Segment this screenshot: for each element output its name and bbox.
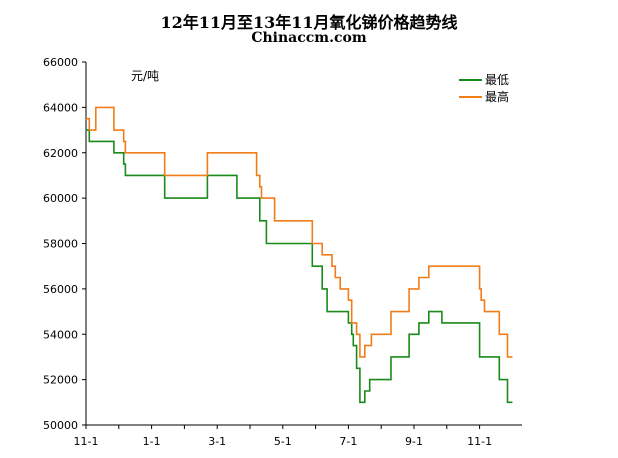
- unit-label: 元/吨: [131, 69, 159, 83]
- y-tick-label: 66000: [43, 56, 78, 69]
- y-tick-label: 60000: [43, 192, 78, 205]
- y-tick-label: 58000: [43, 238, 78, 251]
- axes: [82, 61, 522, 429]
- x-tick-label: 5-1: [274, 435, 292, 448]
- y-tick-label: 62000: [43, 147, 78, 160]
- y-tick-label: 54000: [43, 328, 78, 341]
- legend-entry: 最高: [485, 89, 509, 104]
- x-tick-labels: 11-1 1-1 3-1 5-1 7-1 9-1 11-1: [74, 435, 493, 448]
- y-tick-label: 56000: [43, 283, 78, 296]
- legend-entry: 最低: [485, 73, 509, 87]
- y-tick-label: 50000: [43, 419, 78, 432]
- x-tick-label: 11-1: [74, 435, 99, 448]
- x-tick-label: 3-1: [208, 435, 226, 448]
- x-tick-label: 11-1: [467, 435, 492, 448]
- y-tick-labels: 50000 52000 54000 56000 58000 60000 62000 64000…: [43, 56, 78, 432]
- x-tick-label: 1-1: [143, 435, 161, 448]
- series-lines: [86, 106, 513, 404]
- chart-subtitle: Chinaccm.com: [251, 30, 367, 46]
- series-line-1: [86, 129, 513, 404]
- y-tick-label: 52000: [43, 374, 78, 387]
- x-tick-label: 7-1: [339, 435, 357, 448]
- x-tick-label: 9-1: [405, 435, 423, 448]
- y-tick-label: 64000: [43, 101, 78, 114]
- series-line-2: [86, 106, 513, 358]
- chart-title: 12年11月至13年11月氧化锑价格趋势线: [160, 13, 458, 32]
